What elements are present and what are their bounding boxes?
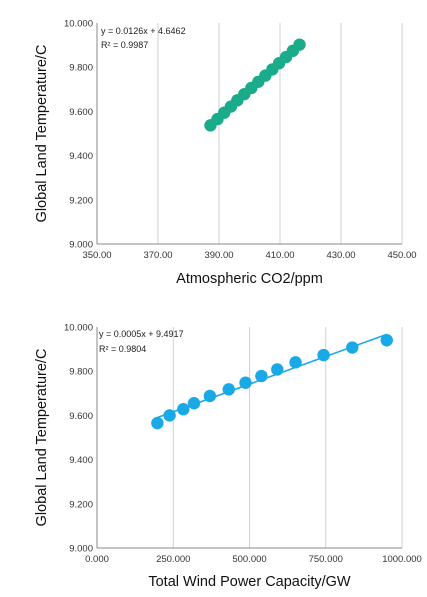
- y-axis-title: Global Land Temperature/C: [34, 349, 50, 527]
- x-axis-title: Total Wind Power Capacity/GW: [148, 574, 351, 590]
- y-tick-label: 9.600: [69, 107, 93, 118]
- y-tick-label: 9.400: [69, 455, 93, 466]
- x-tick-label: 350.00: [82, 250, 111, 261]
- y-tick-label: 9.400: [69, 151, 93, 162]
- r-squared: R² = 0.9804: [99, 344, 146, 354]
- trend-equation: y = 0.0126x + 4.6462: [101, 26, 186, 36]
- data-point: [177, 403, 190, 416]
- co2-temperature-chart: 350.00 370.00 390.00 410.00 430.00 450.00 9.00…: [34, 19, 417, 288]
- data-point: [317, 348, 330, 362]
- r-squared: R² = 0.9987: [101, 40, 148, 50]
- y-tick-label: 9.200: [69, 499, 93, 510]
- data-point: [380, 334, 393, 347]
- data-point: [239, 376, 252, 389]
- data-point: [203, 389, 217, 403]
- data-point: [293, 38, 306, 51]
- x-axis-title: Atmospheric CO2/ppm: [176, 271, 323, 287]
- y-tick-label: 9.600: [69, 411, 93, 422]
- y-tick-label: 9.800: [69, 63, 93, 74]
- y-tick-label: 9.000: [69, 240, 93, 251]
- data-point: [151, 416, 164, 430]
- y-tick-label: 9.200: [69, 195, 93, 206]
- x-tick-label: 0.000: [85, 554, 109, 565]
- x-tick-label: 1000.000: [382, 554, 422, 565]
- y-tick-label: 9.800: [69, 367, 93, 378]
- x-tick-label: 390.00: [204, 250, 233, 261]
- x-tick-label: 430.00: [326, 250, 355, 261]
- trend-equation: y = 0.0005x + 9.4917: [99, 329, 184, 339]
- y-axis-title: Global Land Temperature/C: [34, 45, 50, 223]
- data-point: [187, 397, 201, 410]
- x-tick-label: 450.00: [387, 250, 416, 261]
- y-tick-label: 9.000: [69, 544, 93, 555]
- data-point: [346, 341, 359, 354]
- x-tick-label: 370.00: [143, 250, 172, 261]
- data-point: [163, 409, 176, 422]
- x-tick-label: 750.000: [309, 554, 343, 565]
- data-point: [289, 356, 302, 369]
- y-tick-label: 10.000: [64, 323, 93, 334]
- x-tick-label: 250.000: [156, 554, 190, 565]
- wind-temperature-chart: 0.000 250.000 500.000 750.000 1000.000 9.000 9…: [34, 323, 422, 591]
- data-point: [255, 369, 268, 383]
- x-tick-label: 410.00: [265, 250, 294, 261]
- data-point: [222, 383, 235, 396]
- x-tick-label: 500.000: [232, 554, 266, 565]
- data-point: [271, 363, 284, 376]
- y-tick-label: 10.000: [64, 19, 93, 30]
